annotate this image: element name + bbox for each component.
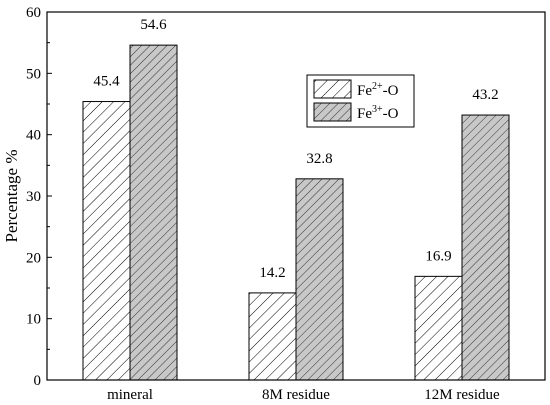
data-label: 14.2 [259, 265, 285, 281]
bar [129, 44, 178, 381]
legend-swatch [313, 102, 352, 122]
data-label: 32.8 [306, 151, 332, 167]
legend-swatch [313, 79, 352, 99]
data-label: 16.9 [425, 248, 451, 264]
data-label: 45.4 [93, 74, 120, 90]
legend: Fe2+-O Fe3+-O [306, 74, 415, 128]
value-labels-layer: 45.4 54.6 14.2 32.8 16.9 43.2 [93, 17, 498, 281]
bar [461, 114, 510, 381]
x-tick-label: 12M residue [424, 387, 500, 403]
bar [295, 178, 344, 381]
y-tick-label: 50 [26, 66, 41, 82]
y-tick-label: 40 [26, 128, 41, 144]
bar [82, 101, 131, 381]
bar [414, 275, 463, 381]
y-tick-label: 60 [26, 5, 41, 21]
y-tick-label: 20 [26, 250, 41, 266]
data-label: 43.2 [472, 87, 498, 103]
x-tick-label: mineral [107, 387, 153, 403]
legend-label: Fe3+-O [357, 104, 399, 122]
legend-label: Fe2+-O [357, 81, 399, 99]
bars-layer [82, 44, 510, 381]
y-axis: 0 10 20 30 40 50 60 [26, 5, 52, 389]
y-tick-label: 30 [26, 189, 41, 205]
y-tick-label: 0 [34, 373, 42, 389]
x-tick-label: 8M residue [262, 387, 330, 403]
data-label: 54.6 [140, 17, 167, 33]
x-axis: mineral 8M residue 12M residue [107, 375, 500, 403]
bar [248, 292, 297, 381]
y-axis-title: Percentage % [2, 150, 21, 243]
y-tick-label: 10 [26, 312, 41, 328]
